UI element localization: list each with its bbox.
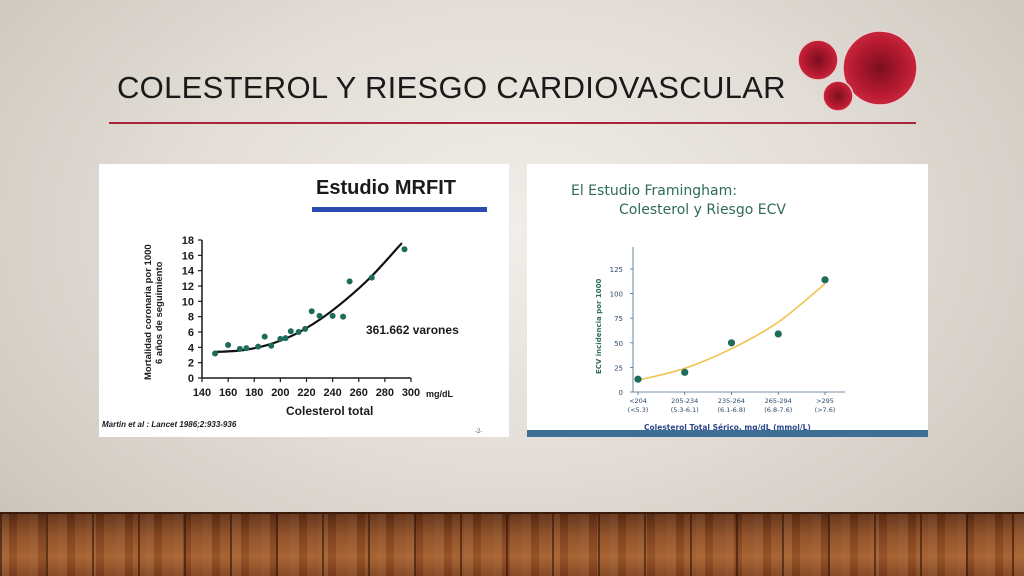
data-point (243, 345, 250, 352)
y-tick-label: 18 (182, 235, 194, 247)
x-tick-label: >295 (816, 397, 834, 405)
x-tick-sublabel: (6.1-6.8) (717, 406, 745, 414)
x-tick-label: 140 (193, 387, 211, 399)
x-tick-label: 280 (376, 387, 394, 399)
data-point (346, 278, 353, 285)
data-point (368, 274, 375, 281)
chart-title-line2: Colesterol y Riesgo ECV (619, 202, 786, 218)
wooden-floor (0, 514, 1024, 576)
y-tick-label: 0 (619, 389, 623, 397)
x-tick-label: 260 (350, 387, 368, 399)
x-tick-label: 160 (219, 387, 237, 399)
page-number: -2- (475, 429, 482, 435)
data-point (295, 329, 302, 335)
x-axis-label: Colesterol total (286, 404, 373, 418)
x-tick-label: <204 (629, 397, 647, 405)
x-tick-sublabel: (6.8-7.6) (764, 406, 792, 414)
x-tick-label: 200 (271, 387, 289, 399)
data-point (255, 343, 262, 350)
trend-line (637, 283, 826, 381)
mrfit-chart: Estudio MRFIT 0 2 4 6 8 10 12 14 16 18 140 160 180 20… (102, 177, 487, 435)
data-point (308, 308, 315, 315)
data-points (634, 276, 829, 383)
y-tick-label: 125 (610, 266, 623, 274)
data-point (277, 335, 284, 342)
data-point (727, 339, 736, 347)
plot-axes (198, 239, 412, 382)
y-tick-label: 14 (182, 266, 195, 278)
mrfit-chart-panel: Estudio MRFIT 0 2 4 6 8 10 12 14 16 18 140 160 180 20… (99, 164, 509, 437)
data-point (302, 325, 309, 332)
x-tick-label: 180 (245, 387, 263, 399)
x-tick-sublabel: (>7.6) (815, 406, 836, 414)
data-point (261, 333, 268, 340)
y-tick-label: 100 (610, 291, 623, 299)
plot-axes (630, 247, 845, 395)
x-unit: mg/dL (426, 389, 453, 399)
framingham-chart-panel: El Estudio Framingham: Colesterol y Ries… (527, 164, 928, 437)
annotation: 361.662 varones (366, 323, 459, 337)
y-tick-label: 16 (182, 250, 194, 262)
y-tick-label: 4 (188, 342, 195, 354)
x-tick-label: 300 (402, 387, 420, 399)
y-tick-label: 12 (182, 281, 194, 293)
data-point (212, 350, 219, 357)
citation: Martin et al : Lancet 1986;2:933-936 (102, 420, 237, 429)
x-tick-sublabel: (5.3-6.1) (671, 406, 699, 414)
x-tick-label: 235-264 (718, 397, 745, 405)
slide-title: COLESTEROL Y RIESGO CARDIOVASCULAR (117, 70, 786, 105)
data-point (236, 345, 243, 352)
y-tick-label: 8 (188, 312, 194, 324)
data-point (774, 330, 782, 338)
tick-labels: 0 25 50 75 100 125 <204(<5.3) 205-234(5.3-6.1) 2… (610, 266, 836, 414)
title-underline (109, 122, 916, 124)
footer-bar (527, 430, 928, 437)
data-point (340, 313, 347, 320)
y-tick-label: 75 (614, 315, 623, 323)
y-axis-label: ECV incidencia por 1000 (595, 279, 603, 374)
data-point (282, 335, 289, 342)
x-tick-label: 220 (297, 387, 315, 399)
x-axis-label: Colesterol Total Sérico, mg/dL (mmol/L) (644, 423, 811, 432)
data-point (268, 342, 275, 349)
y-axis-label: Mortalidad coronaria por 1000 (143, 244, 154, 380)
data-point (401, 246, 408, 253)
data-point (316, 312, 323, 319)
x-tick-label: 240 (323, 387, 341, 399)
framingham-chart: El Estudio Framingham: Colesterol y Ries… (527, 183, 928, 437)
y-tick-label: 0 (188, 373, 194, 385)
y-axis-label-2: 6 años de seguimiento (154, 261, 165, 364)
y-tick-label: 10 (182, 296, 194, 308)
data-point (821, 276, 829, 284)
floor-edge (0, 512, 1024, 515)
title-accent-bar (312, 207, 487, 212)
data-point (329, 312, 336, 319)
red-circles-icon (797, 30, 918, 112)
x-tick-sublabel: (<5.3) (628, 406, 649, 414)
data-points (212, 246, 408, 357)
trend-curve (637, 283, 826, 381)
data-point (287, 328, 294, 335)
x-tick-label: 265-294 (765, 397, 792, 405)
chart-title: Estudio MRFIT (316, 177, 456, 199)
data-point (681, 368, 689, 376)
x-tick-label: 205-234 (671, 397, 698, 405)
tick-labels: 0 2 4 6 8 10 12 14 16 18 140 160 180 200 220 240 260 280 3… (182, 235, 420, 399)
y-tick-label: 50 (614, 340, 623, 348)
y-tick-label: 25 (614, 364, 623, 372)
data-point (634, 375, 642, 383)
y-tick-label: 6 (188, 327, 194, 339)
y-tick-label: 2 (188, 358, 194, 370)
chart-title-line1: El Estudio Framingham: (571, 183, 737, 199)
data-point (225, 342, 232, 349)
